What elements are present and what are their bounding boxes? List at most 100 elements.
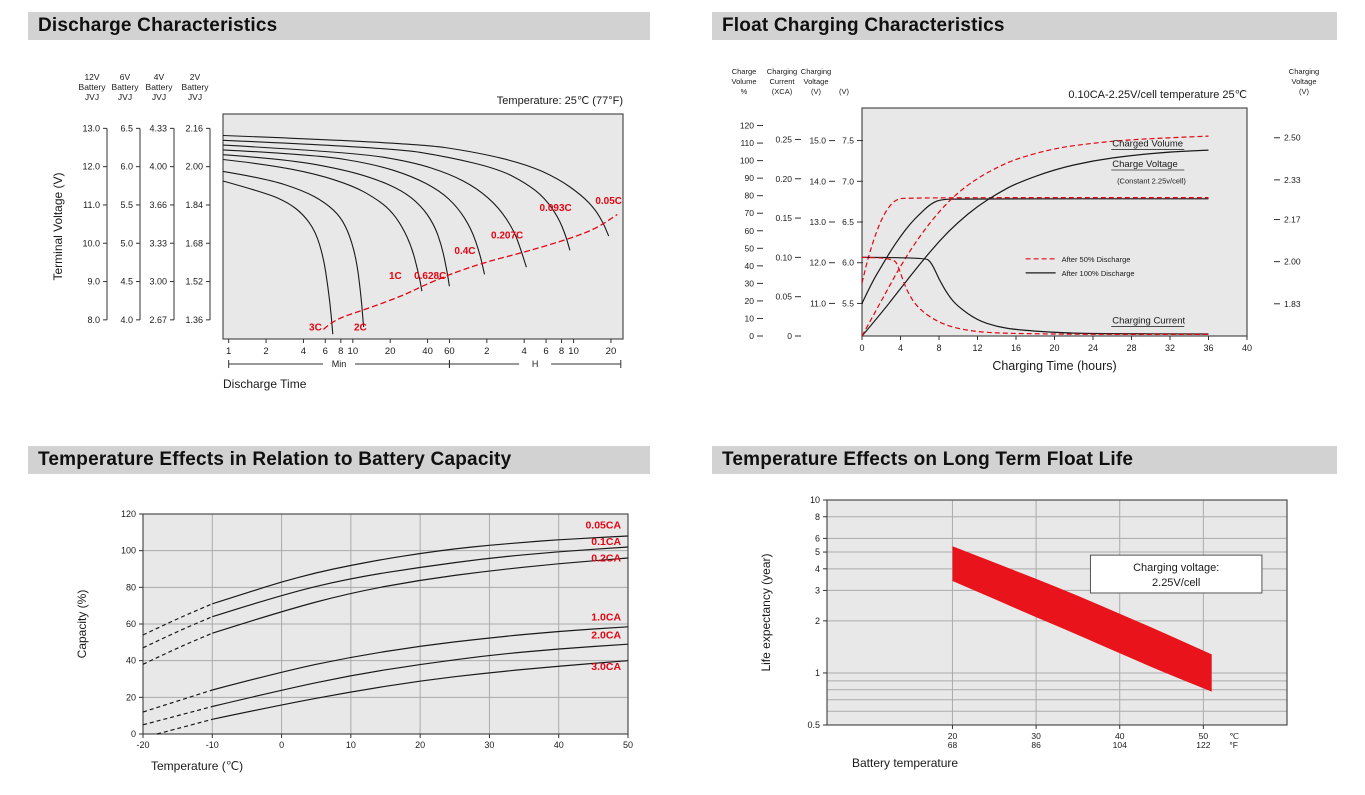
svg-text:60: 60 xyxy=(444,346,455,357)
svg-text:12V: 12V xyxy=(84,72,99,82)
x-axis-label: Discharge Time xyxy=(223,377,307,391)
svg-text:5: 5 xyxy=(815,547,820,557)
svg-text:120: 120 xyxy=(740,121,754,131)
float-charging-characteristics-chart: ChargeVolume%010203040506070809010011012… xyxy=(731,67,1319,373)
section-header-temperature-capacity: Temperature Effects in Relation to Batte… xyxy=(28,446,650,474)
svg-text:2: 2 xyxy=(263,346,268,357)
svg-text:10.0: 10.0 xyxy=(82,238,100,248)
svg-text:Battery: Battery xyxy=(79,82,107,92)
svg-text:10: 10 xyxy=(810,495,820,505)
svg-text:32: 32 xyxy=(1165,343,1175,353)
curve-2C xyxy=(222,170,365,328)
capacity-curves xyxy=(142,535,629,735)
plot-area xyxy=(222,113,624,340)
section-title-float-charging: Float Charging Characteristics xyxy=(722,15,1005,36)
svg-text:11.0: 11.0 xyxy=(83,200,100,210)
svg-text:10: 10 xyxy=(568,346,579,357)
curve-charging-current-after-100pct xyxy=(861,256,1209,335)
svg-text:5.5: 5.5 xyxy=(120,200,133,210)
svg-text:6V: 6V xyxy=(120,72,131,82)
svg-text:JVJ: JVJ xyxy=(118,92,132,102)
series-label: (Constant 2.25v/cell) xyxy=(1117,176,1186,185)
section-header-discharge: Discharge Characteristics xyxy=(28,12,650,40)
svg-text:0: 0 xyxy=(859,343,864,353)
legend-label: After 100% Discharge xyxy=(1062,269,1135,278)
rate-label: 0.1CA xyxy=(591,536,621,548)
svg-text:40: 40 xyxy=(1242,343,1252,353)
rate-label: 0.05CA xyxy=(585,520,621,532)
svg-text:2: 2 xyxy=(815,616,820,626)
svg-text:70: 70 xyxy=(745,208,755,218)
svg-text:68: 68 xyxy=(948,740,958,750)
rate-label: 3.0CA xyxy=(591,661,621,673)
unit-celsius: ℃ xyxy=(1229,731,1239,741)
svg-text:20: 20 xyxy=(745,296,755,306)
svg-text:6.0: 6.0 xyxy=(120,162,133,172)
svg-text:40: 40 xyxy=(745,261,755,271)
panel-discharge-characteristics: Discharge Characteristics 12V Battery JVJ 1… xyxy=(28,12,650,398)
temperature-capacity-chart: 0 20 40 60 80 100 120 -20 -10 0 10 20 30 40 50 0.05CA 0.… xyxy=(75,509,633,773)
section-header-float-charging: Float Charging Characteristics xyxy=(712,12,1337,40)
series-label: Charge Voltage xyxy=(1112,159,1178,170)
svg-text:0.25: 0.25 xyxy=(775,134,792,144)
svg-text:4.5: 4.5 xyxy=(120,277,133,287)
svg-text:8: 8 xyxy=(936,343,941,353)
svg-text:JVJ: JVJ xyxy=(152,92,166,102)
legend-label: After 50% Discharge xyxy=(1062,255,1131,264)
svg-text:40: 40 xyxy=(1115,731,1125,741)
svg-text:1.52: 1.52 xyxy=(185,277,203,287)
svg-text:0.10: 0.10 xyxy=(775,252,792,262)
x-axis-label: Charging Time (hours) xyxy=(992,359,1116,373)
svg-text:Charge: Charge xyxy=(732,67,757,76)
unit-fahrenheit: °F xyxy=(1229,740,1238,750)
svg-text:86: 86 xyxy=(1031,740,1041,750)
svg-text:12.0: 12.0 xyxy=(82,162,100,172)
svg-text:7.0: 7.0 xyxy=(842,176,854,186)
curve-label: 1C xyxy=(389,271,402,282)
svg-text:0: 0 xyxy=(787,331,792,341)
discharge-characteristics-chart: 12VBatteryJVJ13.012.011.010.09.08.06VBat… xyxy=(51,72,624,391)
svg-text:6: 6 xyxy=(543,346,548,357)
svg-text:30: 30 xyxy=(484,740,494,750)
svg-text:2.16: 2.16 xyxy=(185,123,203,133)
svg-text:8: 8 xyxy=(559,346,564,357)
voltage-scales: 12VBatteryJVJ13.012.011.010.09.08.06VBat… xyxy=(79,72,211,325)
svg-text:100: 100 xyxy=(121,546,136,556)
cutoff-curve xyxy=(323,213,618,330)
svg-text:Charging: Charging xyxy=(1289,67,1319,76)
panel-float-charging: Float Charging Characteristics Charge Vol… xyxy=(712,12,1337,398)
svg-text:4: 4 xyxy=(522,346,527,357)
svg-text:20: 20 xyxy=(385,346,396,357)
svg-text:80: 80 xyxy=(745,191,755,201)
rate-label: 2.0CA xyxy=(591,630,621,642)
svg-text:8.0: 8.0 xyxy=(87,315,100,325)
svg-text:3: 3 xyxy=(815,585,820,595)
svg-text:2.00: 2.00 xyxy=(1284,257,1301,267)
svg-text:10: 10 xyxy=(745,313,755,323)
section-title-discharge: Discharge Characteristics xyxy=(38,15,278,36)
x-axis-label: Temperature (℃) xyxy=(151,759,243,773)
svg-text:%: % xyxy=(741,87,748,96)
svg-text:2: 2 xyxy=(484,346,489,357)
svg-text:JVJ: JVJ xyxy=(85,92,99,102)
curve-2.0CA xyxy=(212,643,629,708)
curve-charged-volume-after-50pct xyxy=(861,135,1209,337)
svg-text:4.00: 4.00 xyxy=(149,162,167,172)
svg-text:6: 6 xyxy=(815,533,820,543)
svg-text:2V: 2V xyxy=(190,72,201,82)
svg-text:13.0: 13.0 xyxy=(809,217,826,227)
svg-text:80: 80 xyxy=(126,582,136,592)
curve-dashed-0.2CA xyxy=(142,632,213,665)
svg-text:Min: Min xyxy=(332,359,347,369)
svg-text:6: 6 xyxy=(323,346,328,357)
svg-text:3.33: 3.33 xyxy=(149,238,167,248)
series-label: Charged Volume xyxy=(1112,139,1183,150)
svg-text:10: 10 xyxy=(348,346,359,357)
section-header-float-life: Temperature Effects on Long Term Float L… xyxy=(712,446,1337,474)
svg-text:2.50: 2.50 xyxy=(1284,133,1301,143)
svg-text:4.33: 4.33 xyxy=(149,123,167,133)
svg-text:20: 20 xyxy=(126,692,136,702)
svg-text:8: 8 xyxy=(338,346,343,357)
svg-text:20: 20 xyxy=(1049,343,1059,353)
curve-0.05C xyxy=(222,134,610,237)
